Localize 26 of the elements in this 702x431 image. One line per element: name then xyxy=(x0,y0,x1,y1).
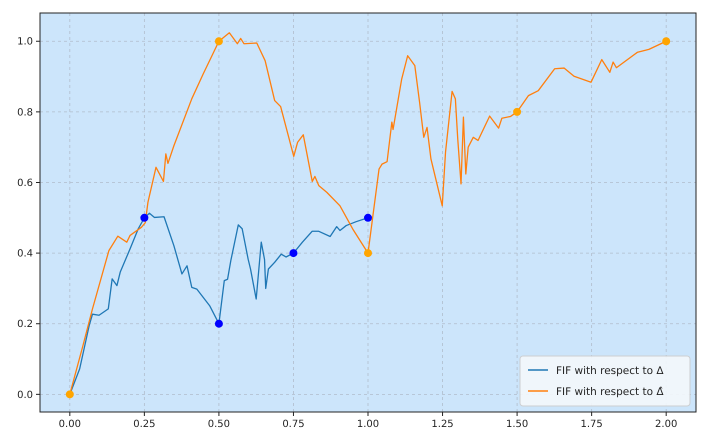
point xyxy=(66,390,74,398)
point xyxy=(364,249,372,258)
x-tick-label: 0.75 xyxy=(282,419,305,430)
point xyxy=(214,320,223,328)
point xyxy=(140,214,148,222)
y-tick-label: 0.2 xyxy=(17,319,33,330)
x-tick-label: 0.25 xyxy=(133,419,156,430)
point xyxy=(289,249,298,258)
legend-label: FIF with respect to Δ xyxy=(556,365,664,377)
x-tick-label: 0.50 xyxy=(208,419,230,430)
x-tick-label: 2.00 xyxy=(655,419,678,430)
point xyxy=(513,108,522,116)
x-tick-label: 1.50 xyxy=(506,419,528,430)
legend-label: FIF with respect to Δ̂ xyxy=(556,386,664,398)
point xyxy=(214,37,223,46)
y-tick-label: 1.0 xyxy=(17,36,33,48)
x-tick-label: 1.75 xyxy=(580,419,603,430)
x-tick-label: 0.00 xyxy=(58,419,81,430)
y-tick-label: 0.6 xyxy=(17,178,33,189)
point xyxy=(364,214,372,222)
point xyxy=(662,37,670,46)
x-tick-label: 1.00 xyxy=(356,419,380,430)
y-tick-label: 0.0 xyxy=(17,390,33,401)
y-tick-label: 0.8 xyxy=(17,107,33,118)
x-tick-label: 1.25 xyxy=(431,419,454,430)
y-tick-label: 0.4 xyxy=(17,248,33,260)
